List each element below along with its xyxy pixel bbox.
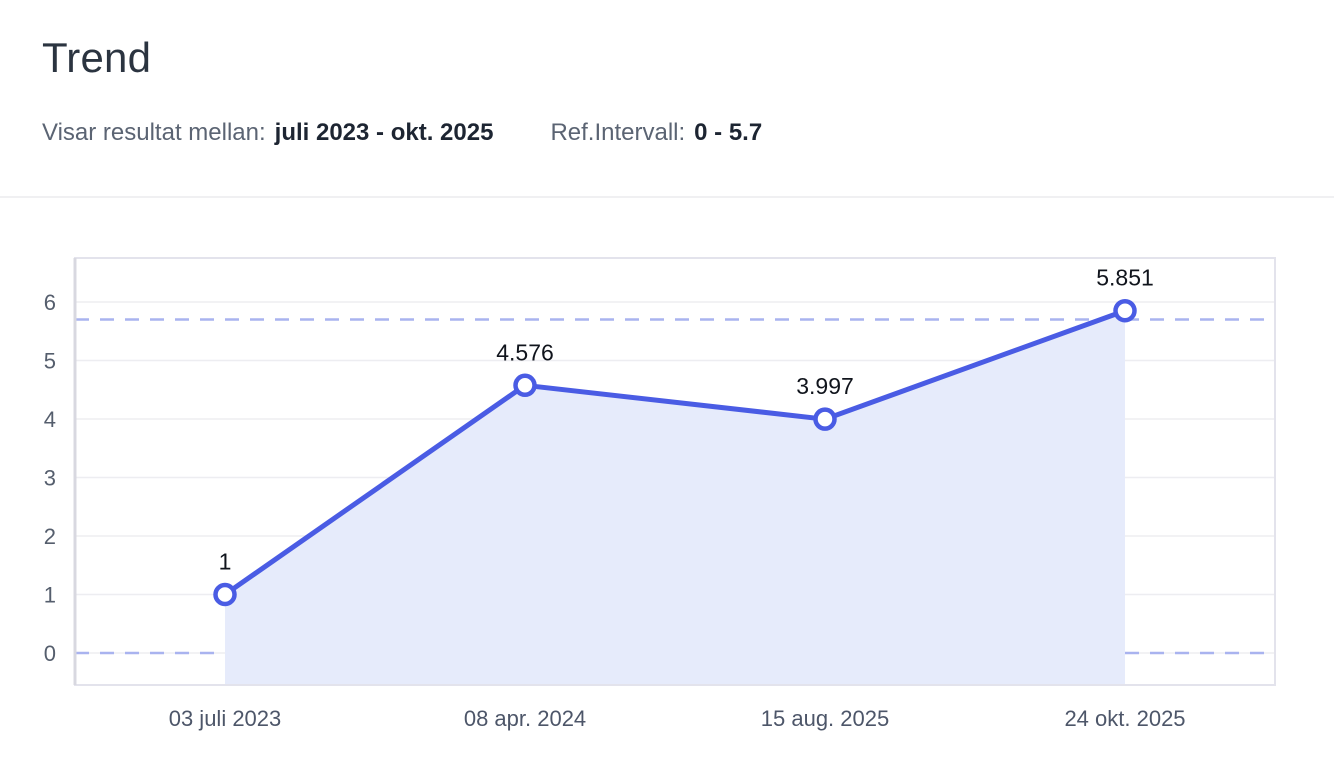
y-tick-label: 3 — [44, 466, 56, 491]
y-tick-label: 0 — [44, 641, 56, 666]
x-tick-label: 15 aug. 2025 — [761, 706, 889, 731]
y-tick-label: 6 — [44, 290, 56, 315]
range-label: Visar resultat mellan: — [42, 119, 266, 146]
point-value-label: 1 — [219, 549, 232, 575]
data-point-marker[interactable] — [813, 407, 837, 431]
range-value: juli 2023 - okt. 2025 — [274, 119, 494, 146]
data-point-marker[interactable] — [213, 582, 237, 607]
y-tick-label: 4 — [44, 407, 56, 432]
point-value-label: 3.997 — [796, 373, 854, 399]
x-tick-label: 08 apr. 2024 — [464, 706, 586, 731]
point-value-label: 4.576 — [496, 339, 554, 365]
area-fill — [225, 310, 1125, 685]
data-point-marker[interactable] — [513, 373, 537, 398]
data-point-marker[interactable] — [1113, 298, 1137, 323]
point-value-label: 5.851 — [1096, 265, 1154, 291]
page-title: Trend — [42, 34, 152, 81]
subtitle-row: Visar resultat mellan: juli 2023 - okt. … — [42, 116, 1292, 150]
x-tick-label: 03 juli 2023 — [169, 706, 282, 731]
y-tick-label: 5 — [44, 349, 56, 374]
ref-interval-label: Ref.Intervall: — [550, 119, 686, 146]
x-tick-label: 24 okt. 2025 — [1064, 706, 1185, 731]
header-divider — [0, 196, 1334, 198]
y-tick-label: 2 — [44, 524, 56, 549]
y-tick-label: 1 — [44, 583, 56, 608]
header: Trend Visar resultat mellan: juli 2023 -… — [0, 0, 1334, 150]
trend-chart-svg: 0 1 2 3 4 5 6 1 4.576 3.997 5.851 03 juli 2023 08 ap… — [44, 257, 1276, 731]
trend-chart: 0 1 2 3 4 5 6 1 4.576 3.997 5.851 03 juli 2023 08 ap… — [0, 200, 1334, 774]
trend-line — [222, 308, 1128, 597]
ref-interval-value: 0 - 5.7 — [694, 119, 763, 146]
